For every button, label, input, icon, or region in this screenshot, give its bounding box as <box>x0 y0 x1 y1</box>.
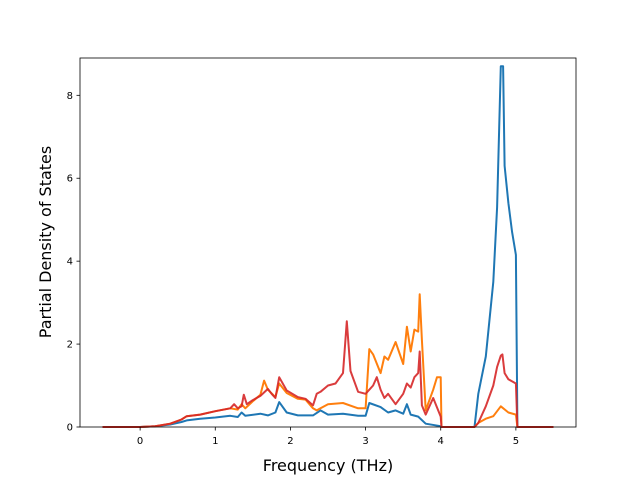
x-axis-title: Frequency (THz) <box>263 456 393 475</box>
series-line-3 <box>102 320 554 428</box>
x-tick-label: 2 <box>287 436 293 447</box>
y-tick-label: 6 <box>67 174 73 185</box>
y-axis-title: Partial Density of States <box>36 146 55 338</box>
plot-frame <box>79 57 577 428</box>
x-tick-label: 5 <box>513 436 519 447</box>
x-axis: 0 1 2 3 4 5 <box>137 427 519 447</box>
x-tick-label: 0 <box>137 436 143 447</box>
x-tick-label: 1 <box>212 436 218 447</box>
y-tick-label: 8 <box>67 91 73 102</box>
x-tick-label: 3 <box>362 436 368 447</box>
y-tick-label: 4 <box>67 257 73 268</box>
series-line-1 <box>102 65 554 428</box>
y-tick-label: 0 <box>67 423 73 434</box>
x-tick-label: 4 <box>438 436 444 447</box>
y-tick-label: 2 <box>67 340 73 351</box>
plot-background <box>80 58 576 427</box>
y-axis: 0 2 4 6 8 <box>67 91 80 434</box>
